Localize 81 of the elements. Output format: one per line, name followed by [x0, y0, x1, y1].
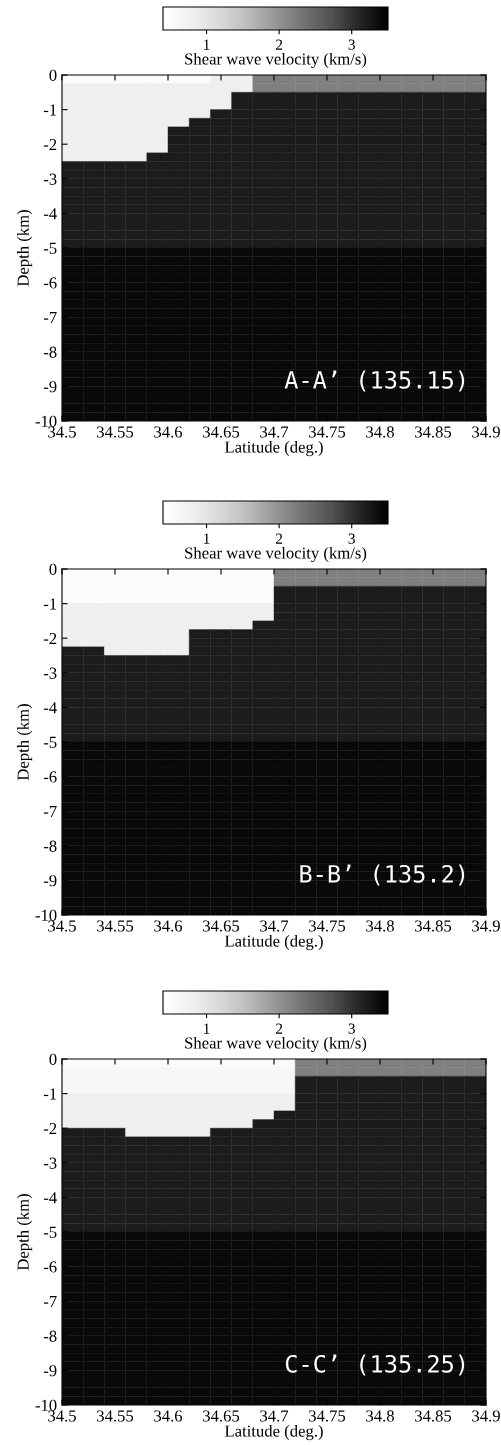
- x-tick-label: 34.75: [309, 1410, 346, 1422]
- y-tick-label: -9: [43, 875, 57, 887]
- color-bar-label: 3: [348, 39, 355, 50]
- y-tick-label: -10: [35, 415, 57, 427]
- x-tick-label: 34.9: [472, 426, 500, 438]
- y-tick-label: 0: [49, 563, 57, 575]
- x-tick-label: 34.9: [472, 920, 500, 932]
- color-bar-label: 1: [204, 39, 210, 50]
- x-tick-label: 34.65: [203, 920, 240, 932]
- y-axis-title: Depth (km): [17, 704, 33, 781]
- y-tick-label: -9: [43, 381, 57, 393]
- y-tick-label: -3: [43, 173, 57, 185]
- x-tick-label: 34.5: [48, 920, 76, 932]
- y-tick-label: 0: [49, 69, 57, 81]
- y-tick-label: -8: [43, 346, 57, 358]
- x-axis-title: Latitude (deg.): [224, 440, 323, 457]
- y-tick-label: -3: [43, 667, 57, 679]
- x-tick-label: 34.5: [48, 426, 76, 438]
- x-tick-label: 34.85: [415, 426, 452, 438]
- color-bar-label: 2: [275, 1023, 283, 1034]
- y-tick-label: -3: [43, 1157, 57, 1169]
- y-tick-label: -5: [43, 242, 57, 254]
- y-tick-label: -5: [43, 1226, 57, 1238]
- x-tick-label: 34.75: [309, 920, 346, 932]
- x-tick-label: 34.65: [203, 426, 240, 438]
- x-tick-label: 34.8: [366, 426, 394, 438]
- color-bar-title: Shear wave velocity (km/s): [185, 1036, 367, 1053]
- y-tick-label: -10: [35, 909, 57, 921]
- x-tick-label: 34.6: [154, 920, 183, 932]
- y-tick-label: -2: [43, 632, 57, 644]
- x-tick-label: 34.55: [97, 920, 134, 932]
- x-tick-label: 34.65: [203, 1410, 240, 1422]
- y-tick-label: -1: [43, 104, 57, 116]
- color-bar-label: 2: [275, 39, 283, 50]
- y-axis-title: Depth (km): [17, 1194, 33, 1271]
- y-tick-label: -7: [43, 312, 57, 323]
- y-tick-label: -4: [43, 702, 57, 714]
- y-tick-label: 0: [49, 1053, 57, 1065]
- color-bar-label: 1: [204, 533, 210, 544]
- y-tick-label: -2: [43, 1122, 57, 1134]
- x-axis-title: Latitude (deg.): [224, 934, 323, 951]
- y-tick-label: -4: [43, 1192, 57, 1204]
- x-tick-label: 34.85: [415, 1410, 452, 1422]
- y-tick-label: -6: [43, 277, 57, 289]
- y-tick-label: -1: [43, 1088, 57, 1100]
- x-axis-title: Latitude (deg.): [224, 1424, 323, 1441]
- annotation: B-B’ (135.2): [300, 864, 465, 886]
- y-tick-label: -6: [43, 771, 57, 783]
- color-bar-label: 1: [204, 1023, 210, 1034]
- y-axis-title: Depth (km): [17, 210, 33, 287]
- y-tick-label: -6: [43, 1261, 57, 1273]
- x-tick-label: 34.75: [309, 426, 346, 438]
- x-tick-label: 34.7: [260, 920, 289, 932]
- y-tick-label: -2: [43, 138, 57, 150]
- x-tick-label: 34.6: [154, 426, 183, 438]
- x-tick-label: 34.5: [48, 1410, 76, 1422]
- x-tick-label: 34.9: [472, 1410, 500, 1422]
- x-tick-label: 34.55: [97, 1410, 134, 1422]
- y-tick-label: -5: [43, 736, 57, 748]
- y-tick-label: -8: [43, 1330, 57, 1342]
- y-tick-label: -10: [35, 1399, 57, 1411]
- y-tick-label: -7: [43, 806, 57, 817]
- y-tick-label: -9: [43, 1365, 57, 1377]
- annotation: A-A’ (135.15): [284, 370, 465, 392]
- color-bar-label: 3: [348, 1023, 355, 1034]
- x-tick-label: 34.55: [97, 426, 134, 438]
- x-tick-label: 34.7: [260, 426, 289, 438]
- y-tick-label: -7: [43, 1296, 57, 1307]
- x-tick-label: 34.8: [366, 1410, 394, 1422]
- annotation: C-C’ (135.25): [285, 1354, 465, 1376]
- x-tick-label: 34.85: [415, 920, 452, 932]
- color-bar-title: Shear wave velocity (km/s): [185, 546, 367, 563]
- color-bar-label: 2: [275, 533, 283, 544]
- y-tick-label: -8: [43, 840, 57, 852]
- y-tick-label: -4: [43, 208, 57, 220]
- color-bar-label: 3: [348, 533, 355, 544]
- x-tick-label: 34.8: [366, 920, 394, 932]
- y-tick-label: -1: [43, 598, 57, 610]
- color-bar-title: Shear wave velocity (km/s): [185, 52, 367, 69]
- x-tick-label: 34.7: [260, 1410, 289, 1422]
- x-tick-label: 34.6: [154, 1410, 183, 1422]
